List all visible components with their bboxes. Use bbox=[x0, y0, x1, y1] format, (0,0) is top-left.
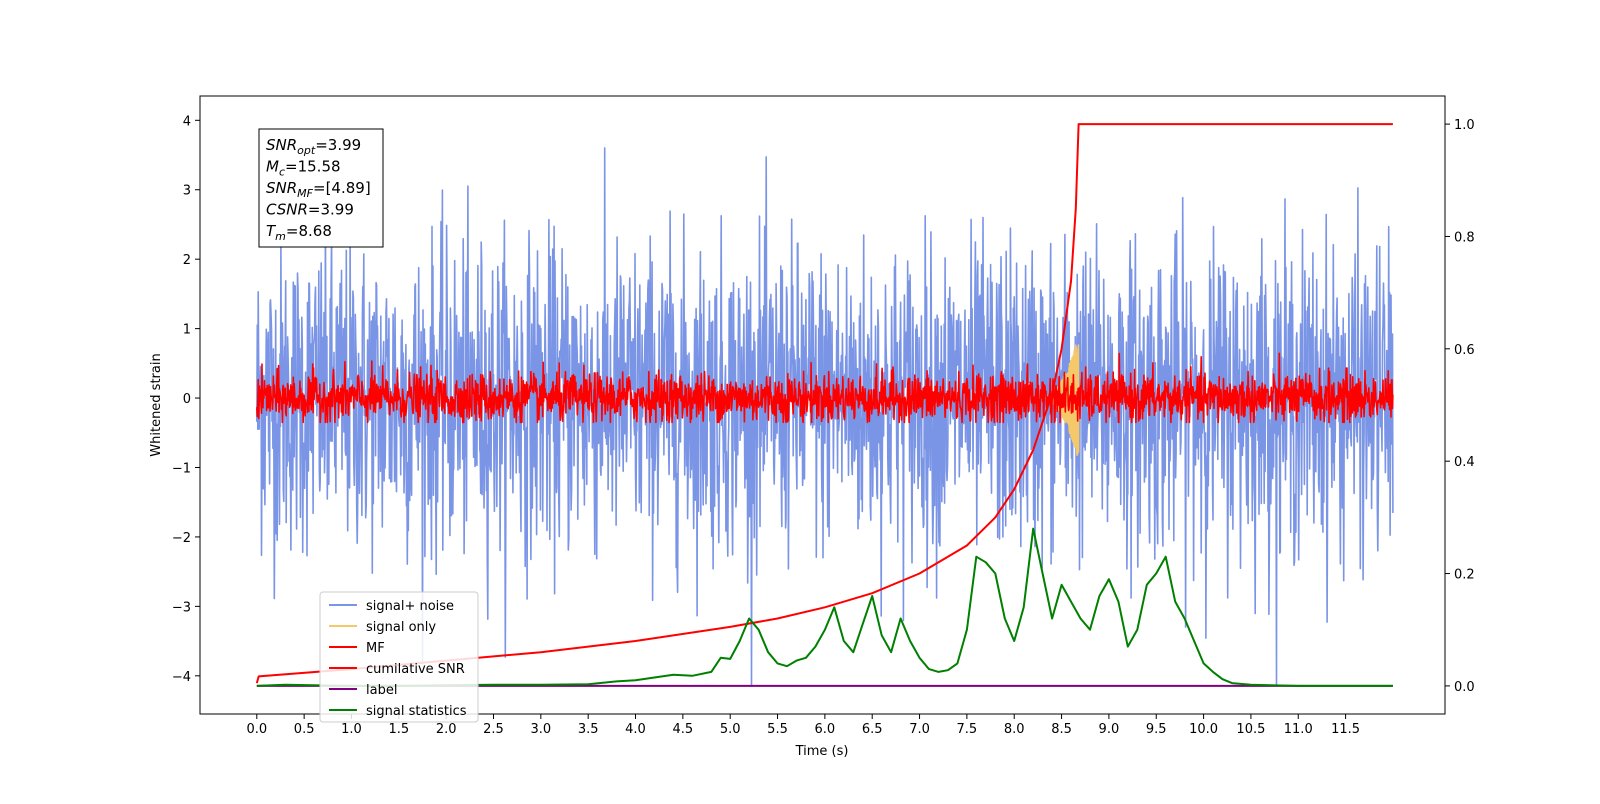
y-tick-label: 0 bbox=[183, 392, 191, 407]
x-tick-label: 9.5 bbox=[1146, 722, 1167, 737]
annotation-line: Mc=15.58 bbox=[266, 158, 341, 179]
x-tick-label: 11.0 bbox=[1284, 722, 1313, 737]
y-tick-label: 1 bbox=[183, 323, 191, 338]
legend-label-signal-only: signal only bbox=[366, 620, 436, 635]
y-axis-left: 4 3 2 1 0 −1 −2 −3 −4 bbox=[172, 114, 200, 685]
x-axis: 0.0 0.5 1.0 1.5 2.0 2.5 3.0 3.5 4.0 4.5 5.0 5.5 6.0 6… bbox=[246, 714, 1360, 737]
annotation-subscript: c bbox=[279, 166, 285, 179]
x-tick-label: 5.0 bbox=[720, 722, 741, 737]
y-tick-label: 3 bbox=[183, 184, 191, 199]
series-line-signal-statistics bbox=[256, 527, 1393, 687]
legend-label-mf: MF bbox=[366, 641, 385, 656]
legend-label-signal-statistics: signal statistics bbox=[366, 704, 467, 719]
y2-tick-label: 1.0 bbox=[1454, 118, 1475, 133]
y-tick-label: −1 bbox=[172, 461, 191, 476]
axes-frame bbox=[199, 95, 1446, 715]
x-tick-label: 0.5 bbox=[294, 722, 315, 737]
y-tick-label: −3 bbox=[172, 600, 191, 615]
x-axis-label: Time (s) bbox=[795, 744, 849, 759]
x-tick-label: 4.5 bbox=[673, 722, 694, 737]
legend: signal+ noise signal only MF cumilative SNR… bbox=[319, 591, 479, 723]
y2-tick-label: 0.0 bbox=[1454, 680, 1475, 695]
x-tick-label: 5.5 bbox=[767, 722, 788, 737]
x-tick-label: 1.0 bbox=[341, 722, 362, 737]
legend-label-cumilative-snr: cumilative SNR bbox=[366, 662, 465, 677]
x-tick-label: 6.5 bbox=[862, 722, 883, 737]
annotation-symbol: SNR bbox=[266, 179, 297, 197]
legend-label-label: label bbox=[366, 683, 397, 698]
x-tick-label: 8.0 bbox=[1004, 722, 1025, 737]
x-tick-label: 10.5 bbox=[1236, 722, 1265, 737]
y-tick-label: −2 bbox=[172, 531, 191, 546]
x-tick-label: 1.5 bbox=[388, 722, 409, 737]
y2-tick-label: 0.4 bbox=[1454, 455, 1475, 470]
x-tick-label: 2.0 bbox=[436, 722, 457, 737]
legend-frame bbox=[319, 591, 479, 723]
x-tick-label: 9.0 bbox=[1099, 722, 1120, 737]
annotation-line: SNRopt=3.99 bbox=[266, 136, 361, 157]
annotation-value: =15.58 bbox=[285, 158, 341, 176]
y-tick-label: 2 bbox=[183, 253, 191, 268]
annotation-line: Tm=8.68 bbox=[266, 222, 332, 243]
annotation-line: SNRMF=[4.89] bbox=[266, 179, 371, 200]
y-axis-right: 1.0 0.8 0.6 0.4 0.2 0.0 bbox=[1445, 118, 1475, 695]
annotation-line: CSNR=3.99 bbox=[266, 201, 354, 219]
y-tick-label: 4 bbox=[183, 114, 191, 129]
x-tick-label: 7.5 bbox=[957, 722, 978, 737]
x-tick-label: 10.0 bbox=[1189, 722, 1218, 737]
annotation-box: SNRopt=3.99Mc=15.58SNRMF=[4.89]CSNR=3.99… bbox=[258, 128, 384, 248]
annotation-symbol: SNR bbox=[266, 136, 297, 154]
annotation-subscript: opt bbox=[297, 144, 316, 157]
y2-tick-label: 0.2 bbox=[1454, 568, 1475, 583]
x-tick-label: 6.0 bbox=[815, 722, 836, 737]
annotation-value: =3.99 bbox=[315, 136, 361, 154]
series-line-mf bbox=[256, 352, 1394, 424]
annotation-symbol: T bbox=[266, 222, 277, 240]
x-tick-label: 0.0 bbox=[246, 722, 267, 737]
annotation-frame bbox=[258, 128, 384, 248]
annotation-symbol: CSNR bbox=[266, 201, 308, 219]
x-tick-label: 4.0 bbox=[625, 722, 646, 737]
annotation-value: =[4.89] bbox=[313, 179, 371, 197]
legend-label-signal-noise: signal+ noise bbox=[366, 599, 454, 614]
annotation-value: =3.99 bbox=[308, 201, 354, 219]
annotation-subscript: m bbox=[275, 230, 286, 243]
y-tick-label: −4 bbox=[172, 670, 191, 685]
x-tick-label: 11.5 bbox=[1331, 722, 1360, 737]
x-tick-label: 2.5 bbox=[483, 722, 504, 737]
x-tick-label: 3.0 bbox=[530, 722, 551, 737]
y-axis-label: Whitened strain bbox=[149, 353, 164, 456]
annotation-subscript: MF bbox=[297, 187, 313, 200]
annotation-value: =8.68 bbox=[286, 222, 332, 240]
x-tick-label: 7.0 bbox=[909, 722, 930, 737]
y2-tick-label: 0.6 bbox=[1454, 343, 1475, 358]
y2-tick-label: 0.8 bbox=[1454, 230, 1475, 245]
x-tick-label: 8.5 bbox=[1051, 722, 1072, 737]
annotation-symbol: M bbox=[266, 158, 279, 176]
x-tick-label: 3.5 bbox=[578, 722, 599, 737]
